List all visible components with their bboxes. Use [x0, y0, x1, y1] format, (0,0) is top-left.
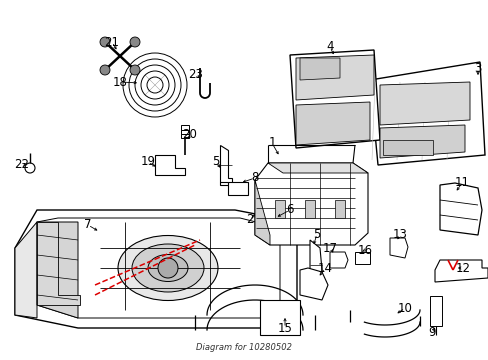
Text: 5: 5 [212, 156, 219, 168]
Text: 11: 11 [453, 176, 468, 189]
Text: 2: 2 [246, 213, 253, 226]
Circle shape [100, 65, 110, 75]
Bar [429, 296, 441, 326]
Bar [274, 200, 285, 218]
Text: 4: 4 [325, 40, 333, 54]
Bar [181, 134, 189, 138]
Ellipse shape [132, 244, 203, 292]
Circle shape [158, 258, 178, 278]
Text: 9: 9 [427, 327, 435, 339]
Polygon shape [37, 222, 80, 305]
Polygon shape [299, 268, 327, 300]
Text: 16: 16 [357, 243, 372, 256]
Text: 1: 1 [268, 136, 275, 149]
Text: 7: 7 [84, 219, 92, 231]
Text: Diagram for 10280502: Diagram for 10280502 [196, 343, 291, 352]
Circle shape [130, 37, 140, 47]
Text: 20: 20 [182, 129, 197, 141]
Polygon shape [15, 210, 296, 328]
Circle shape [130, 65, 140, 75]
Polygon shape [434, 260, 487, 282]
Text: 3: 3 [473, 62, 481, 75]
Polygon shape [15, 222, 37, 318]
Text: 10: 10 [397, 301, 411, 315]
Bar [334, 200, 345, 218]
Polygon shape [299, 58, 339, 80]
Bar [181, 130, 189, 134]
Polygon shape [309, 240, 321, 295]
Polygon shape [37, 218, 280, 318]
Ellipse shape [148, 255, 187, 282]
Text: 19: 19 [140, 156, 155, 168]
Polygon shape [439, 183, 481, 235]
Text: 8: 8 [251, 171, 258, 184]
Polygon shape [267, 163, 367, 173]
Polygon shape [254, 180, 269, 245]
Circle shape [100, 37, 110, 47]
Polygon shape [254, 163, 367, 245]
Text: 5: 5 [313, 228, 320, 240]
Polygon shape [289, 50, 379, 148]
Text: 18: 18 [112, 76, 127, 89]
Text: 21: 21 [104, 36, 119, 49]
Bar [260, 300, 299, 335]
Polygon shape [379, 125, 464, 158]
Text: 12: 12 [454, 261, 469, 274]
Text: 17: 17 [322, 242, 337, 255]
Circle shape [25, 163, 35, 173]
Text: 6: 6 [285, 203, 293, 216]
Polygon shape [155, 155, 184, 175]
Bar [227, 182, 247, 195]
Ellipse shape [118, 235, 218, 301]
Text: 23: 23 [188, 68, 203, 81]
Text: 13: 13 [392, 229, 407, 242]
Polygon shape [37, 222, 78, 318]
Bar [181, 125, 189, 130]
Polygon shape [329, 252, 347, 268]
Polygon shape [220, 145, 231, 185]
Polygon shape [379, 82, 469, 125]
Text: 14: 14 [317, 261, 332, 274]
Bar [305, 200, 314, 218]
Text: 15: 15 [277, 321, 292, 334]
Polygon shape [295, 102, 369, 145]
Polygon shape [369, 62, 484, 165]
Text: 22: 22 [15, 158, 29, 171]
Polygon shape [389, 238, 407, 258]
Bar [354, 252, 369, 264]
Bar [382, 140, 432, 155]
Polygon shape [295, 55, 373, 100]
